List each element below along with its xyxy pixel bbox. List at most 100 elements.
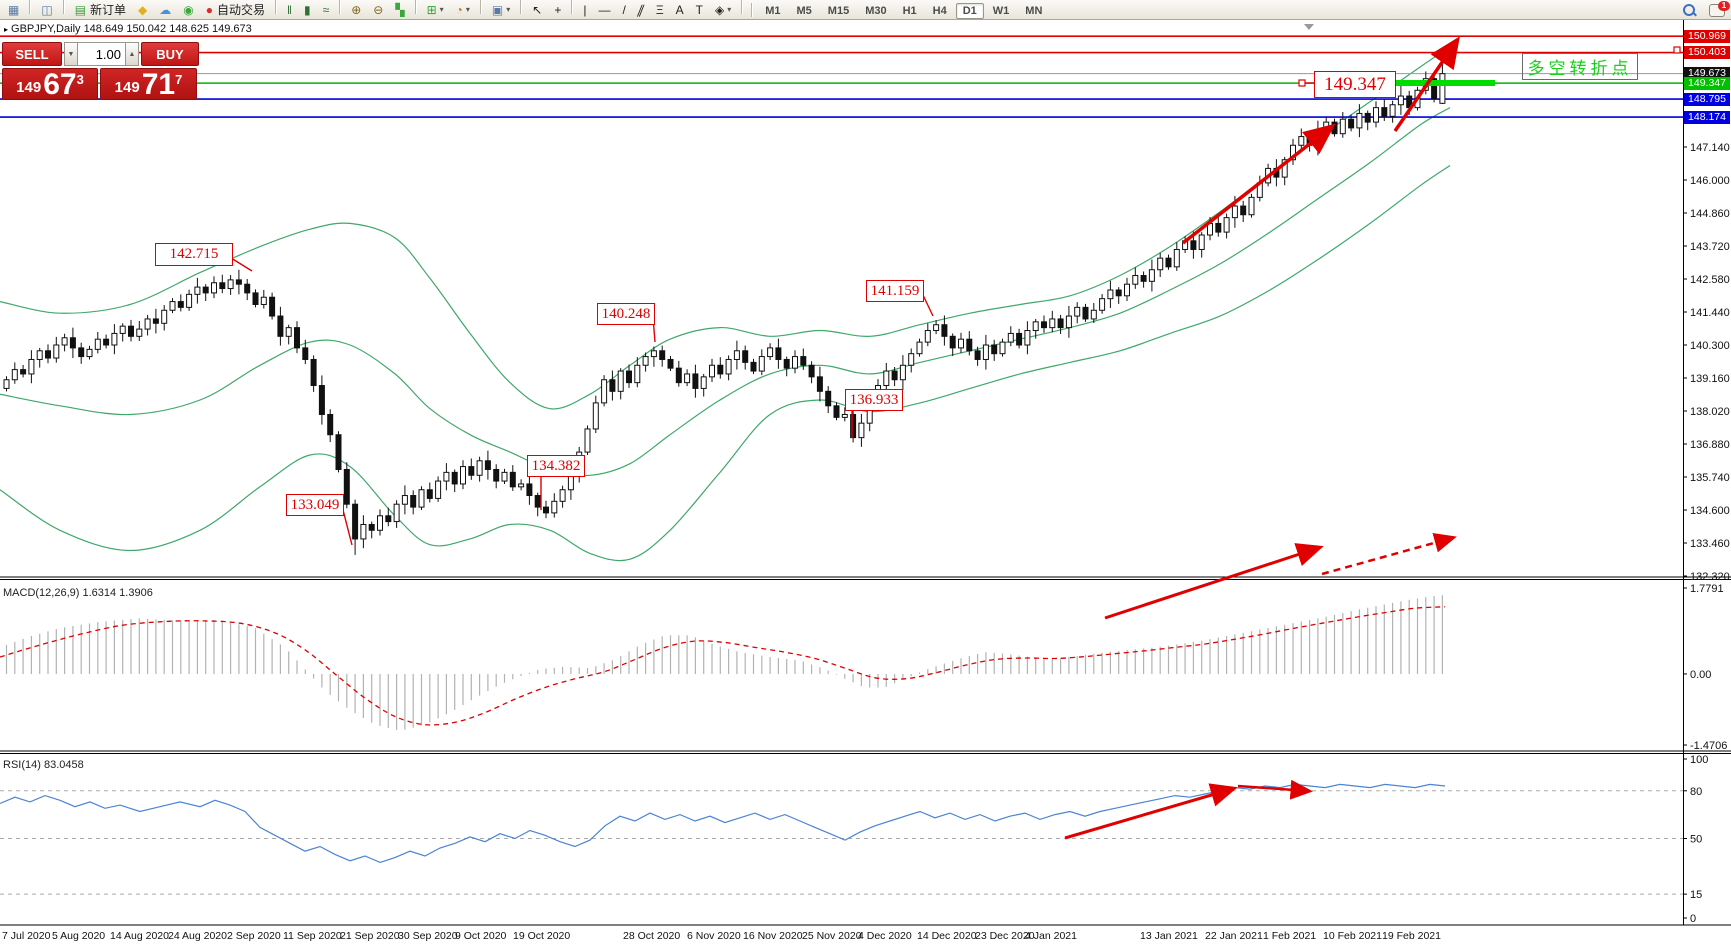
trend-arrow[interactable] <box>1064 783 1238 840</box>
line-chart-icon[interactable]: ≈ <box>318 0 335 20</box>
selection-handle[interactable] <box>1673 46 1681 54</box>
channel-icon: ∥ <box>634 2 647 17</box>
date-tick-label: 23 Dec 2020 <box>975 930 1035 942</box>
candle-body <box>493 468 500 482</box>
candle-body <box>1057 318 1064 329</box>
sell-price-display[interactable]: 149 67 3 <box>2 68 98 100</box>
autotrade-button[interactable]: ● 自动交易 <box>201 0 270 20</box>
tile-windows-icon[interactable]: ▚ <box>390 0 409 20</box>
profiles-icon[interactable]: ◫ <box>36 0 57 20</box>
candle-body <box>850 413 857 439</box>
candle-body <box>733 350 740 360</box>
candle-body <box>1099 298 1106 311</box>
trend-arrow[interactable] <box>1237 779 1313 800</box>
date-tick-label: 14 Dec 2020 <box>917 930 977 942</box>
candle-body <box>352 503 359 540</box>
rsi-tick-label: 0 <box>1690 913 1696 925</box>
toolbar-separator <box>571 0 574 14</box>
tile-windows-icon: ▚ <box>395 2 405 17</box>
chart-window-icon[interactable]: ▦ <box>3 0 24 20</box>
volume-increment-button[interactable]: ▲ <box>125 42 139 66</box>
price-annotation-label[interactable]: 141.159 <box>866 280 924 302</box>
candle-body <box>792 356 798 369</box>
zoom-in-icon[interactable]: ⊕ <box>346 0 366 20</box>
signals-icon[interactable]: ◉ <box>178 0 198 20</box>
trendline-icon[interactable]: / <box>617 0 630 20</box>
search-icon[interactable] <box>1683 4 1697 17</box>
timeframe-button-M30[interactable]: M30 <box>865 4 887 17</box>
candle-body <box>559 489 566 502</box>
mql5-icon[interactable]: ◆ <box>133 0 152 20</box>
toolbar-separator <box>751 2 754 17</box>
timeframe-button-M1[interactable]: M1 <box>765 4 781 17</box>
selection-handle[interactable] <box>1298 79 1306 87</box>
period-clock-icon[interactable]: ◔ ▾ <box>451 0 475 20</box>
price-annotation-label[interactable]: 140.248 <box>597 303 655 325</box>
candle-body <box>775 347 782 360</box>
timeframe-button-W1[interactable]: W1 <box>992 4 1010 17</box>
profiles-icon: ◫ <box>41 2 53 17</box>
fibonacci-icon[interactable]: Ξ <box>651 0 669 20</box>
candle-body <box>260 296 267 305</box>
turning-point-note[interactable]: 多空转折点 <box>1522 53 1638 80</box>
price-annotation-label[interactable]: 134.382 <box>527 455 585 477</box>
candlestick-chart-icon[interactable]: ▮ <box>299 0 316 20</box>
candle-body <box>1248 196 1255 216</box>
timeframe-button-H1[interactable]: H1 <box>902 4 917 17</box>
timeframe-button-M15[interactable]: M15 <box>827 4 850 17</box>
zoom-out-icon: ⊖ <box>373 2 384 17</box>
date-tick-label: 4 Jan 2021 <box>1025 930 1077 942</box>
shapes-icon[interactable]: ◈ ▾ <box>710 0 736 20</box>
candle-body <box>966 338 973 352</box>
volume-input[interactable]: 1.00 <box>78 42 125 66</box>
trend-arrow[interactable] <box>1321 533 1457 576</box>
buy-price-big: 71 <box>141 68 176 101</box>
candle-body <box>808 364 815 378</box>
candle-body <box>1157 257 1164 271</box>
community-icon[interactable]: ☁ <box>154 0 176 20</box>
buy-price-display[interactable]: 149 71 7 <box>100 68 197 100</box>
cursor-icon[interactable]: ↖ <box>527 0 547 20</box>
candle-body <box>1223 217 1230 233</box>
volume-decrement-button[interactable]: ▼ <box>64 42 78 66</box>
template-icon: ▣ <box>491 2 504 17</box>
label-tool-icon[interactable]: T <box>691 0 708 20</box>
chart-canvas[interactable]: 147.140 146.000 144.860 143.720 142.580 141.4… <box>0 20 1731 945</box>
candle-body <box>700 376 707 389</box>
channel-icon[interactable]: ∥ <box>633 0 649 20</box>
timeframe-button-M5[interactable]: M5 <box>796 4 812 17</box>
toolbar-separator <box>520 0 523 14</box>
trend-arrow[interactable] <box>1181 123 1336 245</box>
candle-body <box>119 325 126 334</box>
template-icon[interactable]: ▣ ▾ <box>487 0 515 20</box>
candle-body <box>1397 95 1404 106</box>
timeframe-toolbar: M1 M5 M15 M30 H1 H4 D1 W1 MN <box>757 1 1050 19</box>
chat-icon[interactable]: 1 <box>1709 0 1730 17</box>
buy-button[interactable]: BUY <box>141 42 199 66</box>
timeframe-button-H4[interactable]: H4 <box>932 4 947 17</box>
sell-button[interactable]: SELL <box>2 42 62 66</box>
chevron-down-icon: ▾ <box>727 5 732 14</box>
price-annotation-label[interactable]: 142.715 <box>155 243 233 266</box>
price-annotation-label[interactable]: 136.933 <box>845 389 903 411</box>
horizontal-line-icon[interactable]: — <box>593 0 615 20</box>
candle-body <box>94 338 101 350</box>
text-tool-icon[interactable]: A <box>671 0 689 20</box>
new-order-button[interactable]: ▤ 新订单 <box>70 0 131 20</box>
crosshair-icon[interactable]: + <box>549 0 566 20</box>
timeframe-button-MN[interactable]: MN <box>1025 4 1043 17</box>
bar-chart-icon[interactable]: ‖ <box>282 0 297 20</box>
price-annotation-label[interactable]: 149.347 <box>1314 71 1396 98</box>
date-tick-label: 24 Aug 2020 <box>168 930 227 942</box>
trend-arrow[interactable] <box>1393 36 1460 132</box>
zoom-out-icon[interactable]: ⊖ <box>368 0 388 20</box>
trend-arrow[interactable] <box>1104 543 1324 620</box>
vertical-line-icon[interactable]: | <box>578 0 591 20</box>
new-chart-icon[interactable]: ⊞ ▾ <box>422 0 449 20</box>
timeframe-button-D1[interactable]: D1 <box>955 2 984 19</box>
price-annotation-label[interactable]: 133.049 <box>286 494 344 516</box>
date-tick-label: 9 Oct 2020 <box>455 930 507 942</box>
candle-body <box>1007 332 1014 343</box>
candle-body <box>924 330 931 343</box>
candle-body <box>949 335 956 349</box>
